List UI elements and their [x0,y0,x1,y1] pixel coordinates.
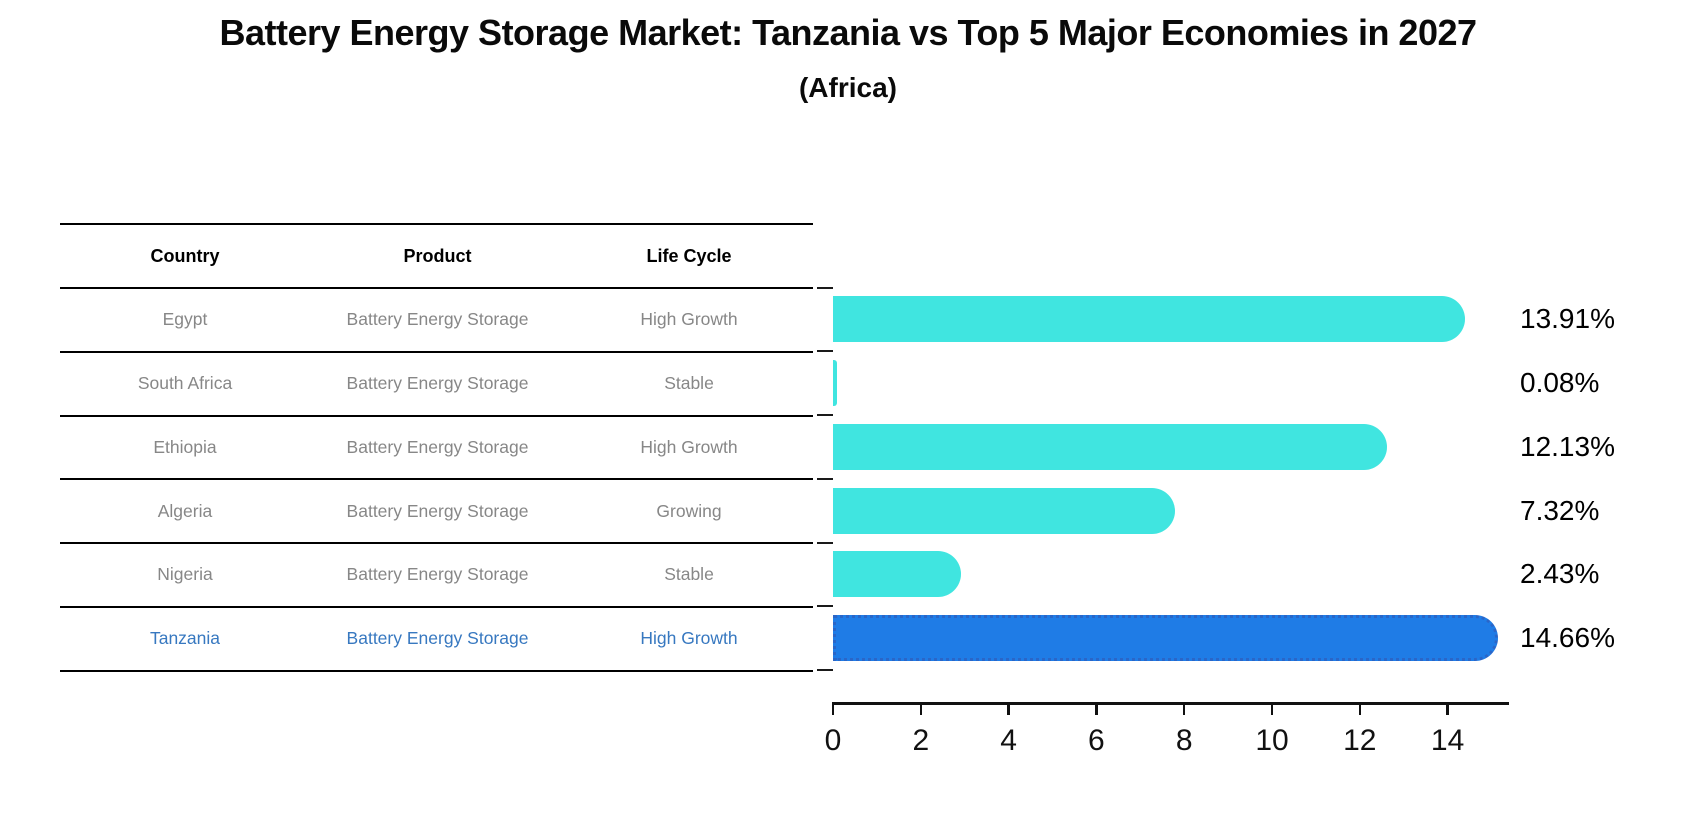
x-axis-tick-label: 12 [1343,724,1377,757]
country-cell: Egypt [162,309,208,330]
country-cell: Tanzania [149,628,221,649]
x-axis-tick-mark [919,702,923,715]
x-axis-tick-mark [1095,702,1098,715]
table-row-nigeria: Nigeria Battery Energy Storage Stable [60,544,813,608]
x-axis-tick-label: 14 [1430,724,1465,757]
country-cell: Ethiopia [153,436,217,457]
lifecycle-cell: Stable [664,373,714,394]
table-row-ethiopia: Ethiopia Battery Energy Storage High Growt… [60,417,813,481]
chart-title: Battery Energy Storage Market: Tanzania … [219,12,1477,53]
y-axis-tick-mark [817,286,833,289]
x-axis-tick-label: 0 [824,724,842,757]
x-axis-tick-mark [1358,702,1362,715]
product-cell: Battery Energy Storage [346,436,529,457]
x-axis-tick-mark [1007,702,1010,715]
value-label-egypt: 13.91% [1520,303,1615,335]
product-cell: Battery Energy Storage [346,564,529,585]
table-row-egypt: Egypt Battery Energy Storage High Growth [60,289,813,353]
table-body: Egypt Battery Energy Storage High Growth So… [60,289,813,672]
bar-plot-area [833,288,1509,671]
y-axis-tick-mark [817,541,833,544]
y-axis-tick-mark [817,414,833,416]
value-label-ethiopia: 12.13% [1520,430,1615,462]
column-header-country: Country [150,245,220,266]
value-label-algeria: 7.32% [1520,494,1600,526]
bar-tanzania [833,615,1498,662]
table-row-algeria: Algeria Battery Energy Storage Growing [60,480,813,544]
value-label-south-africa: 0.08% [1520,367,1600,399]
y-axis-tick-mark [817,669,833,671]
country-cell: Nigeria [157,564,213,585]
x-axis-tick-label: 10 [1255,724,1289,757]
y-axis-tick-mark [817,605,833,608]
table-row-tanzania: Tanzania Battery Energy Storage High Growt… [60,608,813,672]
country-cell: Algeria [157,500,213,521]
x-axis-tick-label: 2 [912,724,930,757]
x-axis-tick-label: 8 [1175,724,1193,757]
value-label-nigeria: 2.43% [1520,558,1600,590]
x-axis-tick-mark [1270,702,1274,715]
product-cell: Battery Energy Storage [346,373,529,394]
x-axis-tick-mark [1446,702,1449,715]
lifecycle-cell: High Growth [640,628,738,649]
bar-egypt [833,296,1465,343]
column-header-lifecycle: Life Cycle [646,245,732,266]
lifecycle-cell: High Growth [640,309,738,330]
bar-nigeria [833,551,961,598]
x-axis-tick-mark [831,702,835,715]
y-axis-tick-mark [817,350,833,353]
chart-subtitle: (Africa) [798,72,897,103]
x-axis-tick-label: 6 [1088,724,1105,757]
table-row-south-africa: South Africa Battery Energy Storage Stable [60,353,813,417]
column-header-product: Product [403,245,472,266]
bar-south-africa [833,360,837,407]
x-axis-line [833,702,1509,705]
product-cell: Battery Energy Storage [346,309,529,330]
table-header-row: Country Product Life Cycle [60,225,813,289]
country-cell: South Africa [137,373,233,394]
bar-algeria [833,487,1176,534]
lifecycle-cell: Stable [664,564,714,585]
comparison-table: Country Product Life Cycle Egypt Battery … [60,223,813,672]
y-axis-tick-mark [817,477,833,480]
lifecycle-cell: Growing [656,500,722,521]
value-label-tanzania: 14.66% [1520,622,1615,654]
bar-ethiopia [833,423,1387,470]
x-axis-tick-mark [1182,702,1186,715]
lifecycle-cell: High Growth [640,436,738,457]
x-axis-tick-label: 4 [1000,724,1017,757]
product-cell: Battery Energy Storage [346,500,529,521]
product-cell: Battery Energy Storage [346,628,529,649]
